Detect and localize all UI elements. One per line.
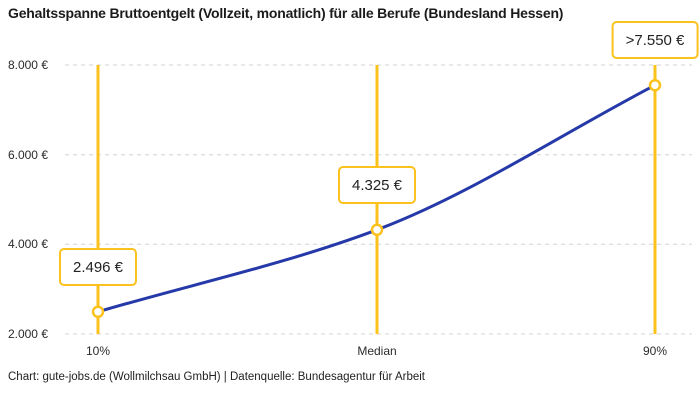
y-tick-label-6000: 6.000 €: [7, 148, 48, 162]
attribution-text: Chart: gute-jobs.de (Wollmilchsau GmbH) …: [8, 371, 425, 383]
value-label-median: 4.325 €: [337, 166, 417, 204]
chart-title: Gehaltsspanne Bruttoentgelt (Vollzeit, m…: [8, 5, 564, 21]
x-tick-label-10pct: 10%: [85, 344, 111, 358]
y-tick-label-8000: 8.000 €: [7, 58, 48, 72]
value-label-10pct: 2.496 €: [58, 248, 138, 286]
value-label-90pct: >7.550 €: [611, 21, 699, 59]
y-tick-label-2000: 2.000 €: [7, 327, 48, 341]
y-tick-label-4000: 4.000 €: [7, 237, 48, 251]
data-point-marker: [91, 305, 105, 319]
x-tick-label-median: Median: [357, 344, 397, 358]
data-point-marker: [370, 223, 384, 237]
data-point-marker: [648, 78, 662, 92]
x-tick-label-90pct: 90%: [642, 344, 668, 358]
